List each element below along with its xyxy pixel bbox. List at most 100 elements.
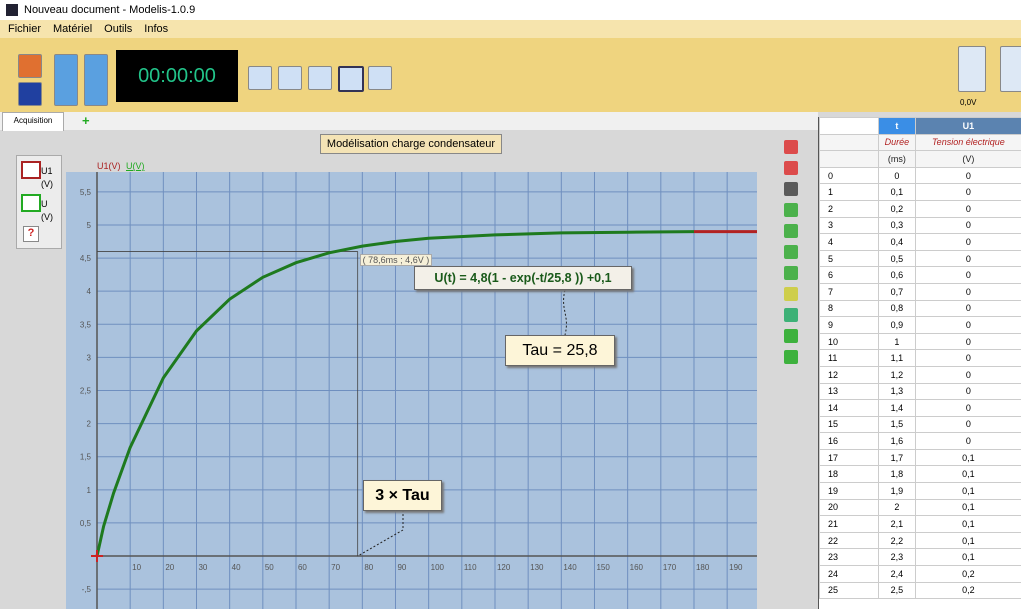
help-button[interactable]: ?	[23, 226, 39, 242]
tool-icon[interactable]	[784, 287, 798, 301]
value-cell: 1,7	[878, 448, 916, 467]
value-cell: 2,3	[878, 548, 916, 567]
meter-label: 0,0V	[960, 98, 977, 107]
description-row: Durée Tension électrique	[819, 133, 1021, 152]
arrow	[563, 289, 567, 336]
x-tick-label: 190	[729, 563, 743, 572]
tab[interactable]: Acquisition	[2, 112, 64, 131]
data-row: 9 0,9 0	[819, 316, 1021, 334]
index-cell: 16	[819, 432, 879, 450]
legend-name: U	[41, 199, 48, 209]
value-cell: 1,8	[878, 465, 916, 484]
value-cell: 0	[878, 166, 916, 185]
description-cell: Durée	[878, 133, 916, 152]
tool-button[interactable]	[308, 66, 332, 90]
menu-bar: Fichier Matériel Outils Infos	[0, 20, 1021, 38]
index-cell: 10	[819, 332, 879, 351]
tau-box: Tau = 25,8	[505, 335, 615, 366]
data-row: 24 2,4 0,2	[819, 565, 1021, 583]
value-cell: 0	[914, 432, 1021, 450]
x-tick-label: 50	[265, 563, 274, 572]
value-cell: 0,1	[878, 183, 916, 201]
value-cell: 2,1	[878, 515, 916, 533]
value-cell: 0	[914, 365, 1021, 384]
sensor-icon[interactable]	[1000, 46, 1021, 92]
index-cell: 2	[819, 199, 879, 218]
graph-title: Modélisation charge condensateur	[320, 134, 502, 154]
value-cell: 0,1	[914, 482, 1021, 500]
data-row: 14 1,4 0	[819, 399, 1021, 417]
sensor-icon[interactable]	[958, 46, 986, 92]
curve	[95, 230, 694, 557]
graph: 10 20 30 40 50 60 70 80 90 100 110 120 130 140 150 160 1…	[66, 172, 757, 609]
add-tab[interactable]: +	[82, 113, 90, 128]
menu-item[interactable]: Outils	[104, 23, 133, 35]
value-cell: 0,3	[878, 216, 916, 235]
data-row: 6 0,6 0	[819, 266, 1021, 284]
y-tick-label: 5	[87, 221, 92, 230]
save-button[interactable]	[18, 82, 42, 106]
voltmeter-icon[interactable]	[21, 161, 41, 179]
model-icon[interactable]	[21, 194, 41, 212]
tool-icon[interactable]	[784, 329, 798, 343]
tool-icon[interactable]	[784, 308, 798, 322]
value-cell: 0,4	[878, 233, 916, 251]
index-cell: 6	[819, 266, 879, 284]
value-cell: 0,1	[914, 515, 1021, 533]
data-row: 4 0,4 0	[819, 233, 1021, 251]
x-tick-label: 90	[397, 563, 406, 572]
value-cell: 0	[914, 415, 1021, 434]
x-tick-label: 140	[563, 563, 577, 572]
unit-cell: (ms)	[878, 150, 916, 168]
index-cell: 13	[819, 382, 879, 401]
record-button[interactable]	[54, 54, 78, 106]
x-tick-label: 120	[497, 563, 511, 572]
value-cell: 0	[914, 349, 1021, 367]
menu-item[interactable]: Fichier	[8, 23, 42, 35]
open-button[interactable]	[18, 54, 42, 78]
value-cell: 0,2	[878, 199, 916, 218]
corner-cell	[819, 117, 879, 135]
value-cell: 1,9	[878, 482, 916, 500]
tool-icon[interactable]	[784, 245, 798, 259]
tool-icon[interactable]	[784, 203, 798, 217]
tool-icon[interactable]	[784, 224, 798, 238]
index-cell: 5	[819, 249, 879, 268]
x-tick-label: 110	[464, 563, 477, 572]
index-cell: 22	[819, 531, 879, 550]
tool-button[interactable]	[248, 66, 272, 90]
model-button[interactable]	[338, 66, 364, 92]
data-row: 10 1 0	[819, 332, 1021, 351]
menu-item[interactable]: Matériel	[53, 23, 93, 35]
x-tick-label: 100	[431, 563, 445, 572]
x-tick-label: 20	[165, 563, 174, 572]
graph-tools	[782, 140, 802, 380]
tool-icon[interactable]	[784, 182, 798, 196]
origin-marker	[91, 550, 103, 563]
play-button[interactable]	[84, 54, 108, 106]
window-title: Nouveau document - Modelis-1.0.9	[24, 4, 196, 16]
x-tick-label: 150	[596, 563, 610, 572]
data-row: 22 2,2 0,1	[819, 531, 1021, 550]
tool-icon[interactable]	[784, 140, 798, 154]
empty-cell	[819, 150, 879, 168]
tool-icon[interactable]	[784, 266, 798, 280]
index-cell: 15	[819, 415, 879, 434]
tool-icon[interactable]	[784, 161, 798, 175]
index-cell: 0	[819, 166, 879, 185]
value-cell: 1,6	[878, 432, 916, 450]
description-cell: Tension électrique	[914, 133, 1021, 152]
value-cell: 2,4	[878, 565, 916, 583]
value-cell: 2,2	[878, 531, 916, 550]
y-tick-label: 1,5	[80, 453, 92, 462]
tool-icon[interactable]	[784, 350, 798, 364]
tool-button[interactable]	[278, 66, 302, 90]
arrow	[357, 510, 404, 557]
tool-button[interactable]	[368, 66, 392, 90]
value-cell: 0	[914, 266, 1021, 284]
value-cell: 1,4	[878, 399, 916, 417]
value-cell: 0	[914, 249, 1021, 268]
unit-cell: (V)	[914, 150, 1021, 168]
menu-item[interactable]: Infos	[144, 23, 169, 35]
three-tau-box: 3 × Tau	[363, 480, 442, 511]
